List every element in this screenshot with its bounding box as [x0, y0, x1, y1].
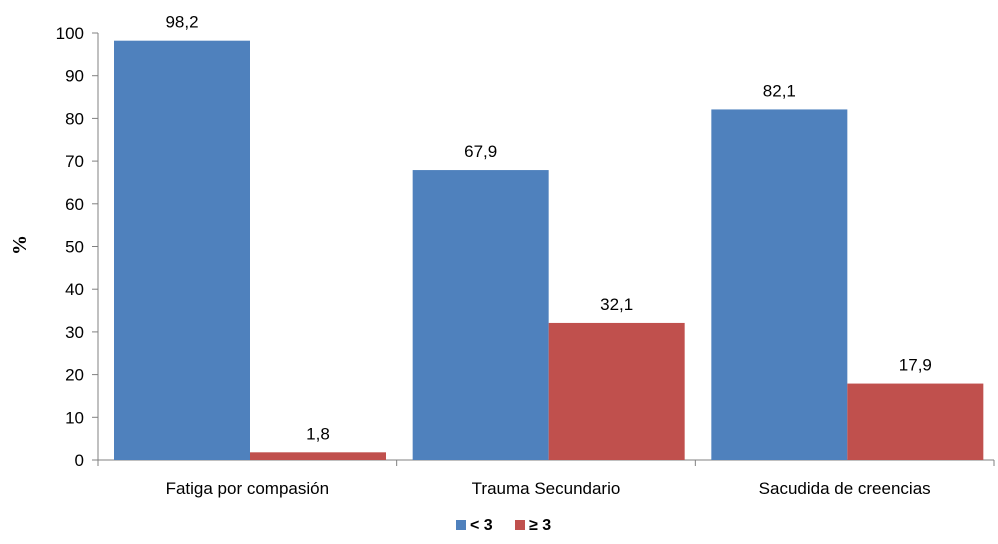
- y-tick-label: 60: [65, 195, 84, 214]
- y-tick-label: 40: [65, 280, 84, 299]
- data-label: 98,2: [165, 13, 198, 32]
- data-label: 32,1: [600, 295, 633, 314]
- bar: [114, 40, 250, 460]
- legend-label: < 3: [470, 517, 493, 534]
- x-tick-label: Trauma Secundario: [472, 479, 621, 498]
- y-tick-label: 10: [65, 408, 84, 427]
- bar: [250, 452, 386, 460]
- chart-bars: [114, 40, 984, 461]
- y-tick-label: 80: [65, 109, 84, 128]
- x-tick-label: Fatiga por compasión: [166, 479, 329, 498]
- y-tick-label: 90: [65, 67, 84, 86]
- bar: [847, 383, 984, 460]
- y-tick-label: 70: [65, 152, 84, 171]
- data-label: 67,9: [464, 142, 497, 161]
- bar: [711, 109, 848, 461]
- bar: [548, 322, 685, 460]
- y-tick-label: 50: [65, 238, 84, 257]
- y-tick-label: 20: [65, 366, 84, 385]
- legend-label: ≥ 3: [529, 517, 551, 534]
- legend-swatch: [456, 520, 466, 530]
- y-tick-label: 30: [65, 323, 84, 342]
- chart-legend: < 3 ≥ 3: [456, 517, 551, 534]
- data-label: 1,8: [306, 424, 330, 443]
- legend-swatch: [515, 520, 525, 530]
- data-label: 17,9: [899, 356, 932, 375]
- y-axis-label: %: [9, 235, 31, 255]
- y-tick-label: 0: [75, 451, 84, 470]
- y-tick-label: 100: [56, 24, 84, 43]
- chart-data-labels: 98,2 1,8 67,9 32,1 82,1 17,9: [165, 13, 931, 444]
- bar: [412, 170, 549, 460]
- data-label: 82,1: [763, 81, 796, 100]
- chart-axes: 0 10 20 30 40 50 60 70 80 90 100 Fatiga por compasi…: [56, 24, 995, 498]
- x-tick-label: Sacudida de creencias: [759, 479, 931, 498]
